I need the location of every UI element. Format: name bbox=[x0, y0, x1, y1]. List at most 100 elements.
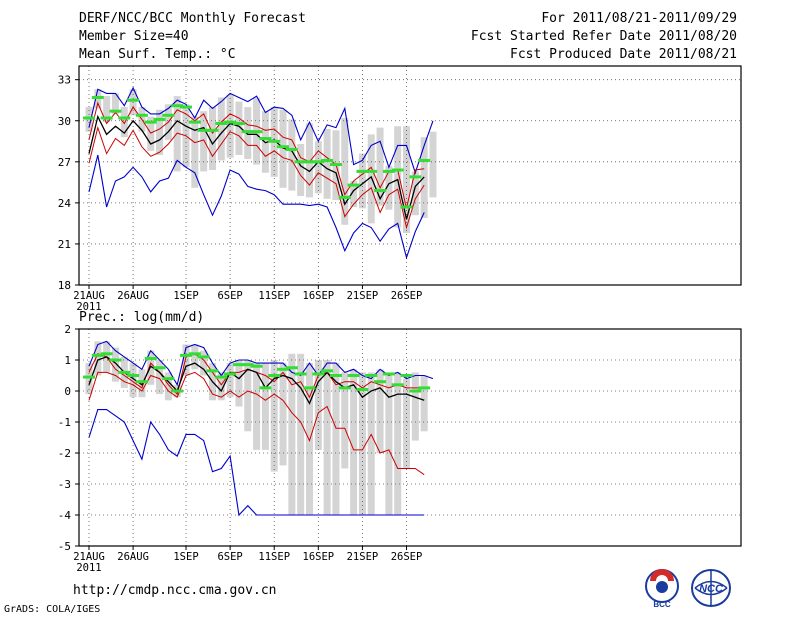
observation-marker bbox=[303, 160, 316, 164]
spread-bar bbox=[103, 96, 111, 123]
spread-bar bbox=[429, 131, 437, 198]
variable-label: Mean Surf. Temp.: °C bbox=[79, 47, 236, 62]
spread-bar bbox=[341, 118, 349, 225]
spread-bar bbox=[350, 369, 358, 515]
observation-marker bbox=[135, 113, 148, 117]
observation-marker bbox=[109, 358, 122, 362]
spread-bar bbox=[411, 372, 419, 441]
x-tick-label: 21SEP bbox=[347, 551, 379, 563]
spread-bar bbox=[156, 109, 164, 155]
y-tick-label: 24 bbox=[58, 197, 72, 210]
spread-bar bbox=[323, 360, 331, 515]
observation-marker bbox=[250, 364, 263, 368]
spread-bar bbox=[200, 350, 208, 376]
spread-bar bbox=[358, 153, 366, 209]
spread-bar bbox=[217, 372, 225, 401]
x-tick-label: 1SEP bbox=[173, 551, 198, 563]
chart-panel-1: -5 -4 -3 -2 -1 0 1 2 21AUG 26AUG 1SEP 6SEP 11SEP 16SE… bbox=[58, 323, 742, 574]
observation-marker bbox=[83, 375, 95, 379]
spread-bar bbox=[376, 127, 384, 206]
spread-bar bbox=[191, 344, 199, 370]
observation-marker bbox=[153, 117, 166, 121]
spread-bar bbox=[164, 372, 172, 401]
observation-marker bbox=[294, 160, 307, 164]
spread-bar bbox=[376, 369, 384, 453]
observation-marker bbox=[171, 104, 184, 108]
observation-marker bbox=[127, 98, 140, 102]
observation-marker bbox=[338, 386, 351, 390]
observation-marker bbox=[188, 120, 201, 124]
y-tick-label: 0 bbox=[64, 385, 71, 398]
x-tick-label: 21SEP bbox=[347, 290, 379, 302]
x-tick-label: 21AUG bbox=[73, 551, 105, 563]
spread-bar bbox=[332, 363, 340, 515]
spread-bar bbox=[420, 375, 428, 432]
observation-marker bbox=[312, 372, 325, 376]
grads-credit: GrADS: COLA/IGES bbox=[4, 604, 101, 615]
x-tick-label: 11SEP bbox=[258, 290, 290, 302]
observation-marker bbox=[382, 372, 395, 376]
spread-bar bbox=[358, 372, 366, 515]
observation-marker bbox=[356, 387, 369, 391]
spread-bar bbox=[367, 372, 375, 515]
observation-marker bbox=[188, 352, 201, 356]
observation-marker bbox=[285, 147, 298, 151]
observation-marker bbox=[365, 169, 378, 173]
y-tick-label: 21 bbox=[58, 238, 71, 251]
y-tick-label: 27 bbox=[58, 156, 71, 169]
observation-marker bbox=[329, 163, 342, 167]
spread-bar bbox=[182, 344, 190, 376]
footer-url: http://cmdp.ncc.cma.gov.cn bbox=[73, 583, 277, 598]
observation-marker bbox=[83, 116, 95, 120]
series-max-line bbox=[88, 409, 425, 517]
observation-marker bbox=[259, 386, 272, 390]
observation-marker bbox=[400, 374, 413, 377]
observation-marker bbox=[321, 369, 334, 373]
observation-marker bbox=[162, 113, 175, 117]
observation-marker bbox=[224, 120, 237, 124]
x-tick-label: 16SEP bbox=[303, 290, 335, 302]
spread-bar bbox=[261, 363, 269, 450]
observation-marker bbox=[418, 386, 431, 390]
precip-title: Prec.: log(mm/d) bbox=[79, 310, 205, 325]
observation-marker bbox=[382, 169, 395, 173]
observation-marker bbox=[180, 353, 193, 357]
spread-bar bbox=[314, 360, 322, 450]
observation-marker bbox=[206, 369, 219, 373]
observation-marker bbox=[241, 363, 254, 367]
observation-marker bbox=[162, 377, 175, 381]
produced-date: Fcst Produced Date 2011/08/21 bbox=[510, 47, 737, 62]
observation-marker bbox=[135, 380, 148, 384]
plot-frame bbox=[78, 65, 742, 286]
observation-marker bbox=[277, 145, 290, 149]
spread-bar bbox=[279, 363, 287, 466]
y-tick-label: 1 bbox=[64, 354, 71, 367]
spread-bar bbox=[350, 180, 358, 207]
x-tick-label: 1SEP bbox=[173, 290, 198, 302]
x-tick-label: 26AUG bbox=[117, 290, 149, 302]
spread-bar bbox=[147, 350, 155, 385]
observation-marker bbox=[197, 128, 210, 132]
spread-bar bbox=[394, 126, 402, 228]
spread-bar bbox=[279, 109, 287, 188]
observation-marker bbox=[118, 370, 131, 374]
spread-bar bbox=[385, 375, 393, 515]
observation-marker bbox=[250, 130, 263, 134]
observation-marker bbox=[91, 353, 104, 357]
observation-marker bbox=[206, 128, 219, 132]
observation-marker bbox=[118, 116, 131, 120]
y-tick-label: -3 bbox=[58, 478, 71, 491]
spread-bar bbox=[226, 363, 234, 398]
y-tick-label: 33 bbox=[58, 74, 71, 87]
spread-bar bbox=[270, 360, 278, 472]
series-mean-line bbox=[88, 114, 425, 220]
observation-marker bbox=[374, 380, 387, 384]
spread-bar bbox=[235, 101, 243, 155]
spread-bar bbox=[367, 134, 375, 224]
observation-marker bbox=[232, 363, 245, 367]
spread-bar bbox=[191, 116, 199, 188]
spread-bar bbox=[85, 363, 93, 395]
x-tick-label: 16SEP bbox=[303, 551, 335, 563]
spread-bar bbox=[385, 165, 393, 210]
chart-panel-0: 18 21 24 27 30 33 21AUG 26AUG 1SEP 6SEP 11SEP 16SEP… bbox=[58, 65, 742, 313]
